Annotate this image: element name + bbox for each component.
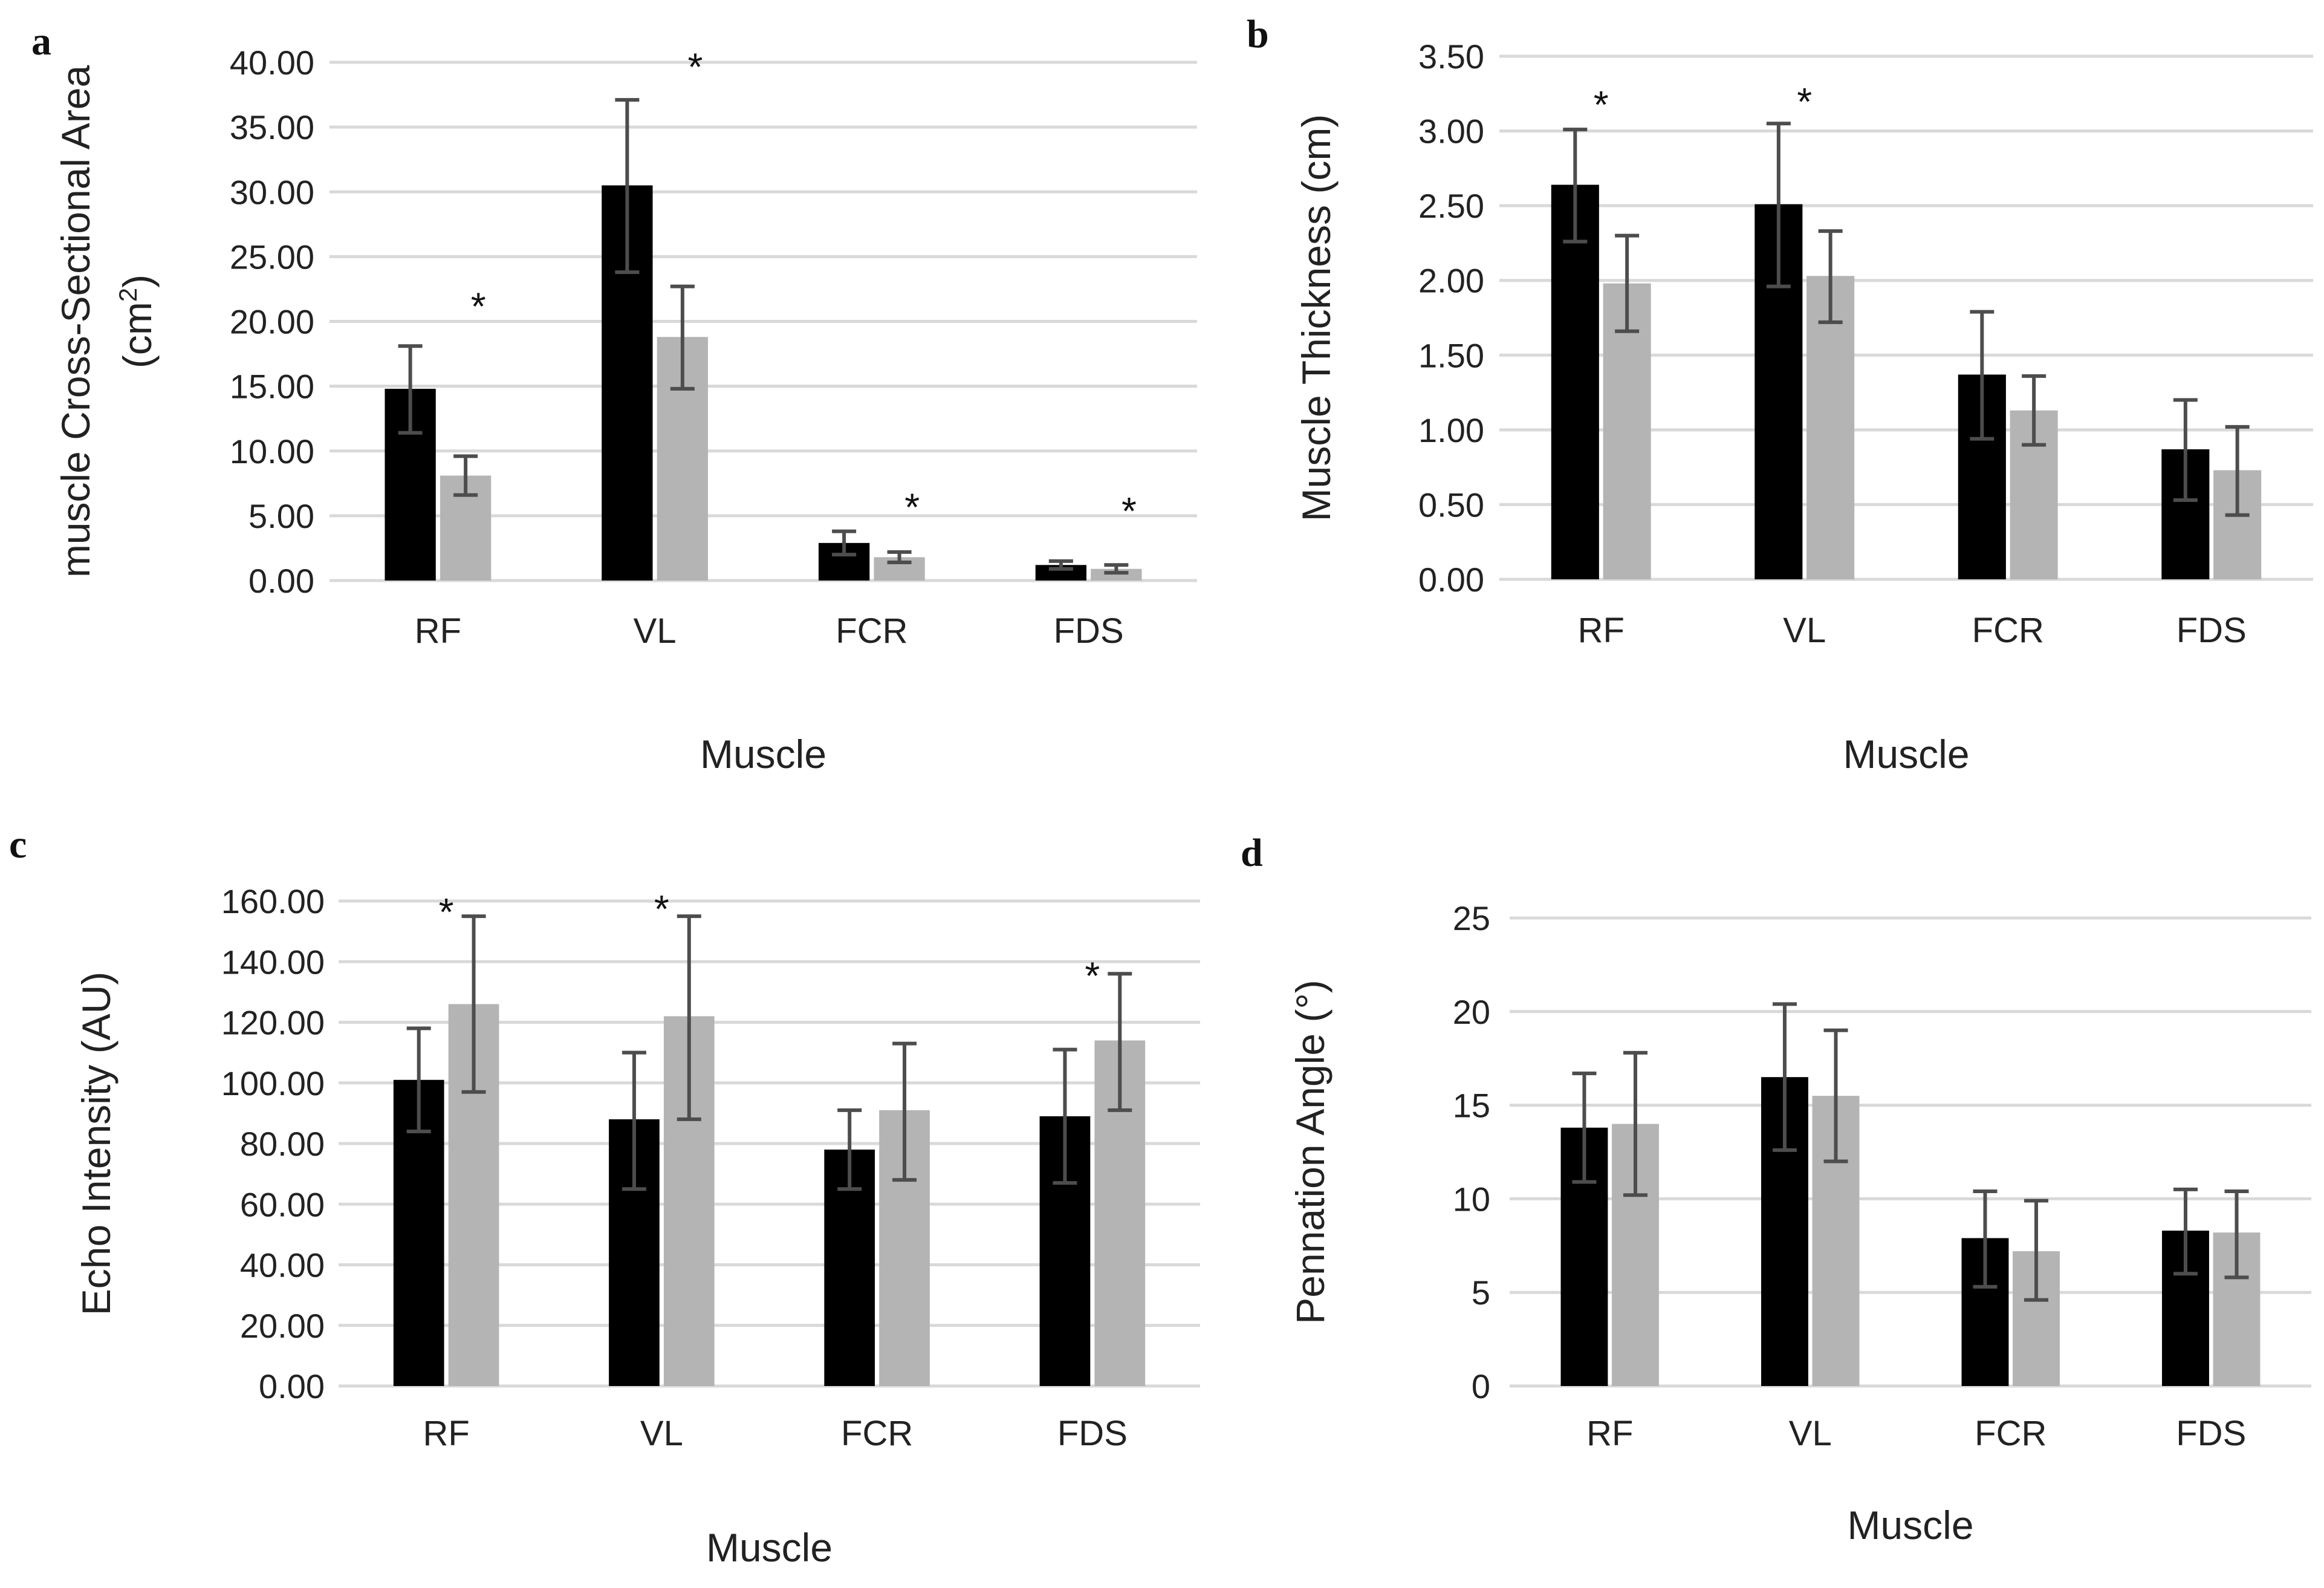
significance-marker: * (654, 887, 669, 931)
unit-suffix: ) (115, 275, 160, 288)
y-axis-title: muscle Cross-Sectional Area (53, 65, 98, 578)
significance-marker: * (1085, 954, 1100, 997)
x-tick-label: VL (1789, 1414, 1832, 1453)
y-tick-label: 140.00 (221, 943, 325, 981)
x-tick-label: FDS (2176, 1414, 2246, 1453)
y-tick-label: 30.00 (230, 173, 314, 211)
y-tick-label: 3.00 (1418, 112, 1484, 151)
y-tick-label: 2.50 (1418, 187, 1484, 225)
unit-prefix: (cm (115, 302, 160, 368)
x-tick-label: FDS (1057, 1414, 1128, 1453)
y-tick-label: 0.00 (248, 562, 314, 600)
y-tick-label: 40.00 (240, 1246, 325, 1284)
y-tick-label: 5 (1472, 1274, 1490, 1312)
x-tick-label: FCR (1975, 1414, 2046, 1453)
x-tick-label: VL (634, 611, 677, 651)
y-tick-label: 60.00 (240, 1185, 325, 1223)
significance-marker: * (1121, 489, 1137, 533)
x-axis-title: Muscle (700, 732, 826, 776)
y-axis-title: Pennation Angle (°) (1288, 980, 1332, 1324)
unit-superscript: 2 (114, 288, 142, 302)
y-tick-label: 10.00 (230, 432, 314, 470)
y-tick-label: 0.50 (1418, 486, 1484, 524)
x-tick-label: FCR (841, 1414, 913, 1453)
y-tick-label: 25.00 (230, 238, 314, 276)
x-tick-label: RF (1586, 1414, 1633, 1453)
panel-letter: c (9, 822, 27, 867)
panel-letter: b (1247, 12, 1269, 56)
x-tick-label: FCR (1972, 611, 2044, 650)
significance-marker: * (439, 890, 454, 934)
chart-panel-b: 0.00 0.50 1.00 1.50 2.00 2.50 3.00 3.50 * * RF VL FC… (1247, 12, 2313, 776)
significance-marker: * (1797, 80, 1812, 123)
x-axis-title: Muscle (1843, 732, 1969, 776)
y-tick-label: 100.00 (221, 1064, 325, 1102)
chart-panel-a: 0.00 5.00 10.00 15.00 20.00 25.00 30.00 35.00 40… (31, 19, 1197, 776)
x-tick-label: VL (1783, 611, 1826, 650)
x-tick-label: RF (423, 1414, 469, 1453)
y-tick-label: 20.00 (230, 303, 314, 341)
y-tick-label: 15 (1453, 1087, 1490, 1125)
significance-marker: * (1594, 83, 1609, 126)
y-tick-label: 2.00 (1418, 262, 1484, 300)
y-tick-label: 15.00 (230, 368, 314, 406)
x-tick-label: FDS (2176, 611, 2247, 650)
y-tick-label: 25 (1453, 899, 1490, 937)
panel-letter: d (1241, 831, 1263, 875)
x-tick-label: FCR (836, 611, 907, 651)
bar-series2-vl (1806, 276, 1855, 579)
y-tick-label: 80.00 (240, 1125, 325, 1163)
y-tick-label: 1.50 (1418, 336, 1484, 374)
x-tick-label: RF (415, 611, 461, 651)
significance-marker: * (687, 45, 703, 88)
y-tick-label: 5.00 (248, 497, 314, 535)
significance-marker: * (904, 486, 920, 529)
bar-series1-rf (1551, 184, 1599, 579)
chart-panel-d: 0 5 10 15 20 25 RF VL FCR FDS Muscle Pennation Angl… (1241, 831, 2311, 1547)
y-tick-label: 1.00 (1418, 411, 1484, 449)
y-tick-label: 3.50 (1418, 37, 1484, 76)
significance-marker: * (471, 285, 486, 328)
chart-panel-c: 0.00 20.00 40.00 60.00 80.00 100.00 120.00 140.… (9, 822, 1200, 1570)
y-axis-title: Echo Intensity (AU) (74, 972, 118, 1316)
y-tick-label: 35.00 (230, 108, 314, 146)
y-tick-label: 160.00 (221, 882, 325, 920)
x-tick-label: FDS (1054, 611, 1124, 651)
x-axis-title: Muscle (1847, 1503, 1973, 1547)
y-tick-label: 0 (1472, 1367, 1490, 1405)
y-tick-label: 0.00 (1418, 561, 1484, 599)
y-axis-title-unit: (cm2) (114, 275, 160, 368)
y-axis-title: Muscle Thickness (cm) (1294, 114, 1339, 522)
y-tick-label: 10 (1453, 1180, 1490, 1218)
y-tick-label: 0.00 (259, 1367, 325, 1405)
panel-letter: a (31, 19, 51, 63)
y-tick-label: 40.00 (230, 44, 314, 82)
y-tick-label: 20 (1453, 993, 1490, 1031)
x-axis-title: Muscle (706, 1525, 833, 1570)
bar-series2-fds (1091, 568, 1142, 581)
y-tick-label: 120.00 (221, 1004, 325, 1042)
y-tick-label: 20.00 (240, 1307, 325, 1345)
x-tick-label: VL (640, 1414, 683, 1453)
x-tick-label: RF (1578, 611, 1625, 650)
